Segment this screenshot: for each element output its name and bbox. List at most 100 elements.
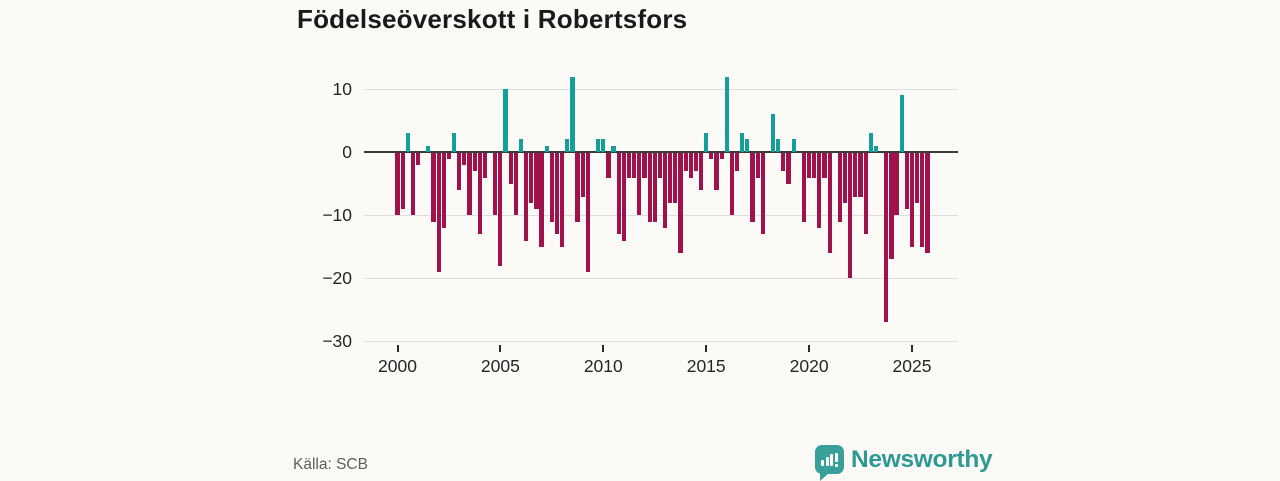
bar-negative: [431, 152, 436, 222]
bar-positive: [740, 133, 745, 152]
bar-positive: [570, 76, 575, 152]
bar-positive: [724, 76, 729, 152]
bar-negative: [729, 152, 734, 216]
bar-positive: [518, 139, 524, 152]
bar-positive: [451, 133, 457, 152]
bar-negative: [642, 152, 647, 178]
bar-negative: [493, 152, 498, 216]
y-gridline: [364, 340, 958, 342]
bar-negative: [647, 152, 652, 222]
bar-negative: [812, 152, 817, 178]
bar-negative: [457, 152, 462, 191]
bar-negative: [817, 152, 822, 228]
x-axis-tick: [705, 345, 708, 352]
bar-positive: [601, 139, 606, 152]
x-axis-label: 2020: [789, 356, 829, 376]
bar-negative: [585, 152, 590, 272]
bar-negative: [513, 152, 518, 216]
bar-negative: [920, 152, 925, 247]
bar-negative: [549, 152, 554, 222]
bar-negative: [657, 152, 662, 178]
bar-negative: [719, 152, 724, 159]
bar-negative: [560, 152, 565, 247]
bar-negative: [508, 152, 513, 184]
y-gridline: [364, 214, 958, 216]
x-axis-label: 2005: [480, 356, 520, 376]
bar-negative: [534, 152, 539, 210]
y-gridline: [364, 89, 958, 91]
bar-negative: [858, 152, 863, 197]
bar-negative: [462, 152, 467, 166]
bar-negative: [853, 152, 858, 197]
bar-positive: [770, 114, 776, 152]
bar-negative: [498, 152, 503, 266]
bar-positive: [405, 133, 410, 152]
bar-negative: [848, 152, 853, 279]
chart-title: Födelseöverskott i Robertsfors: [297, 4, 688, 34]
bar-negative: [688, 152, 693, 178]
bar-negative: [822, 152, 827, 178]
bar-negative: [863, 152, 868, 235]
bar-positive: [776, 139, 781, 152]
bar-negative: [894, 152, 899, 216]
source-note: Källa: SCB: [293, 456, 368, 473]
bar-negative: [925, 152, 930, 254]
bar-negative: [637, 152, 642, 216]
bar-negative: [709, 152, 714, 159]
newsworthy-logo-icon: [815, 445, 844, 481]
bar-positive: [565, 139, 570, 152]
bar-positive: [704, 133, 709, 152]
bar-negative: [539, 152, 544, 247]
bar-negative: [734, 152, 740, 172]
x-axis-tick: [808, 345, 811, 352]
x-axis-label: 2015: [686, 356, 726, 376]
y-axis-label: −20: [322, 267, 352, 288]
bar-positive: [899, 95, 904, 152]
bar-negative: [760, 152, 765, 235]
x-axis-label: 2000: [378, 356, 417, 376]
bar-negative: [400, 152, 405, 210]
bar-negative: [807, 152, 812, 178]
bar-positive: [544, 145, 549, 152]
bar-negative: [755, 152, 760, 178]
bar-positive: [426, 145, 431, 152]
bar-positive: [791, 139, 796, 152]
bar-negative: [678, 152, 683, 254]
zero-axis-line: [364, 150, 958, 153]
x-axis-tick: [911, 345, 913, 352]
bar-negative: [477, 152, 482, 235]
bar-negative: [575, 152, 580, 222]
y-gridline: [364, 277, 958, 279]
bar-negative: [616, 152, 621, 235]
x-axis-label: 2010: [583, 356, 623, 376]
x-axis-label: 2025: [892, 356, 932, 376]
bar-negative: [529, 152, 534, 203]
bar-negative: [524, 152, 529, 241]
bar-positive: [868, 133, 873, 152]
bar-negative: [395, 152, 400, 216]
y-axis-label: −10: [322, 204, 352, 225]
bar-negative: [884, 152, 889, 323]
bar-positive: [596, 139, 601, 152]
bar-negative: [446, 152, 452, 159]
bar-negative: [632, 152, 637, 178]
bar-negative: [668, 152, 673, 203]
x-axis-tick: [396, 345, 399, 352]
bar-negative: [904, 152, 909, 210]
bar-negative: [693, 152, 698, 172]
bar-negative: [837, 152, 843, 222]
bar-negative: [909, 152, 915, 247]
bar-positive: [503, 89, 508, 152]
bar-negative: [436, 152, 441, 272]
y-axis-label: 0: [342, 142, 352, 162]
bar-negative: [915, 152, 920, 203]
newsworthy-logo-text: Newsworthy: [851, 446, 993, 473]
bar-negative: [621, 152, 626, 241]
bar-negative: [673, 152, 678, 203]
bar-positive: [745, 139, 750, 152]
y-axis-label: 10: [332, 79, 352, 100]
bar-negative: [698, 152, 704, 191]
bar-negative: [652, 152, 657, 222]
